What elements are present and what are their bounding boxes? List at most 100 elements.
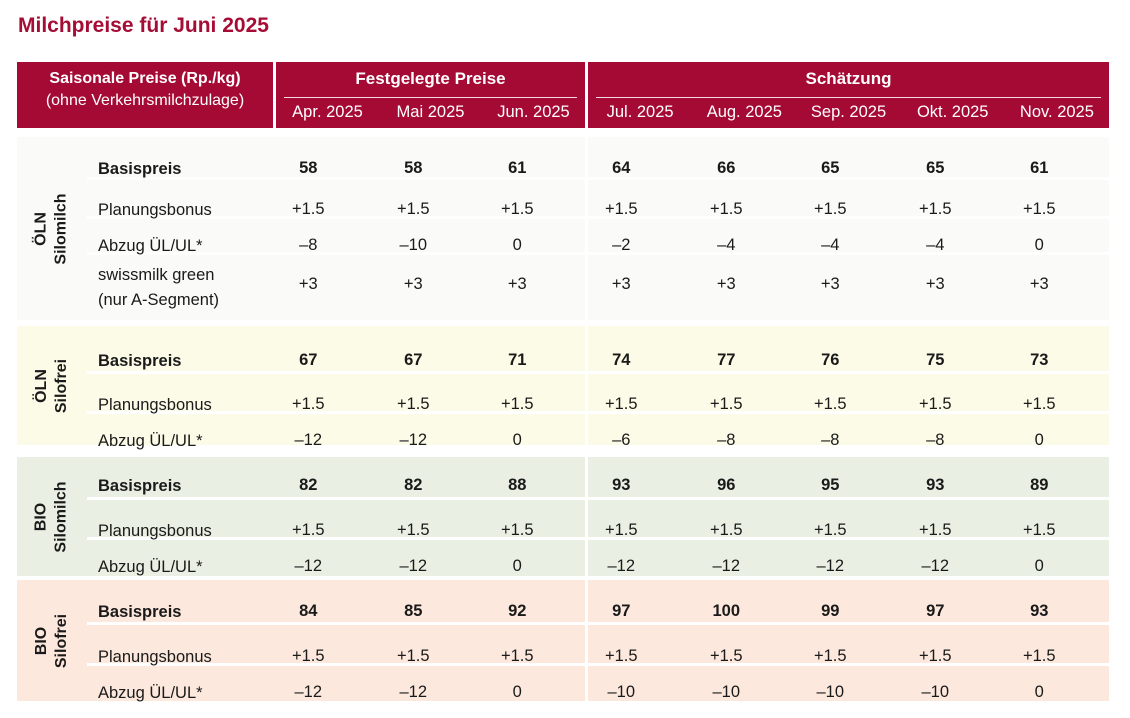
- price-cell: 0: [1034, 683, 1044, 701]
- price-cell: –4: [821, 236, 840, 254]
- price-cell: 0: [1034, 236, 1044, 254]
- price-cell: +1.5: [918, 200, 952, 218]
- price-cell: +3: [925, 275, 945, 293]
- price-cell: 84: [299, 602, 318, 620]
- price-cell: 76: [821, 351, 840, 369]
- row-divider: [87, 411, 1109, 414]
- price-cell: –12: [816, 557, 845, 575]
- row-label: Basispreis: [98, 600, 181, 625]
- row-label: Basispreis: [98, 349, 181, 374]
- price-cell: –6: [612, 431, 631, 449]
- row-label-text: Basispreis: [98, 477, 182, 495]
- table-row: Planungsbonus +1.5 +1.5 +1.5 +1.5 +1.5 +1.5 +1.…: [17, 198, 1109, 223]
- row-label: Planungsbonus: [98, 645, 212, 670]
- row-label-text: Planungsbonus: [98, 522, 212, 540]
- row-label: Abzug ÜL/UL*: [98, 429, 203, 454]
- price-cell: +1.5: [1022, 200, 1056, 218]
- row-label-text: swissmilk green: [98, 266, 215, 284]
- price-cell: 97: [612, 602, 631, 620]
- price-cell: –10: [712, 683, 741, 701]
- row-label: Abzug ÜL/UL*: [98, 555, 203, 580]
- row-label-text: Abzug ÜL/UL*: [98, 558, 203, 576]
- month-header: Jun. 2025: [497, 103, 570, 121]
- price-cell: +1.5: [1022, 521, 1056, 539]
- header-fixed-prices: Festgelegte Preise Apr. 2025 Mai 2025 Ju…: [276, 62, 585, 128]
- row-label-text: Planungsbonus: [98, 396, 212, 414]
- header-estimate: Schätzung Jul. 2025 Aug. 2025 Sep. 2025 …: [588, 62, 1109, 128]
- price-cell: –12: [294, 683, 323, 701]
- price-cell: 96: [717, 476, 736, 494]
- row-divider: [87, 371, 1109, 374]
- row-divider: [87, 216, 1109, 219]
- table-section: ÖLN Silomilch Basispreis 58 58 61 64 66 65 65 61 Pl…: [17, 137, 1109, 320]
- price-cell: +1.5: [396, 521, 430, 539]
- price-cell: +3: [611, 275, 631, 293]
- price-cell: +1.5: [604, 521, 638, 539]
- price-cell: 65: [926, 159, 945, 177]
- price-cell: 93: [612, 476, 631, 494]
- price-cell: +1.5: [709, 200, 743, 218]
- price-cell: –4: [926, 236, 945, 254]
- month-header: Okt. 2025: [916, 103, 989, 121]
- price-cell: –8: [717, 431, 736, 449]
- row-label-text: Basispreis: [98, 352, 182, 370]
- row-label: Abzug ÜL/UL*: [98, 681, 203, 706]
- price-cell: 0: [1034, 431, 1044, 449]
- header-price-type: Saisonale Preise (Rp./kg) (ohne Verkehrs…: [17, 62, 273, 128]
- column-divider: [585, 457, 588, 576]
- column-divider: [585, 137, 588, 320]
- price-cell: 71: [508, 351, 527, 369]
- row-label-text: Abzug ÜL/UL*: [98, 684, 203, 702]
- table-section: BIO Silofrei Basispreis 84 85 92 97 100 99 97 93 Pl…: [17, 580, 1109, 702]
- price-cell: 97: [926, 602, 945, 620]
- row-label-text: Abzug ÜL/UL*: [98, 432, 203, 450]
- header-left-title: Saisonale Preise (Rp./kg): [49, 70, 241, 87]
- price-cell: 82: [299, 476, 318, 494]
- row-label-text: Basispreis: [98, 603, 182, 621]
- row-label-text: Planungsbonus: [98, 201, 212, 219]
- price-cell: 61: [1030, 159, 1049, 177]
- price-cell: –12: [399, 557, 428, 575]
- section-label: ÖLN Silofrei: [17, 326, 87, 445]
- price-cell: +1.5: [918, 647, 952, 665]
- price-cell: 89: [1030, 476, 1049, 494]
- fixed-prices-title: Festgelegte Preise: [355, 69, 506, 88]
- table-row: Planungsbonus +1.5 +1.5 +1.5 +1.5 +1.5 +1.5 +1.…: [17, 645, 1109, 670]
- price-cell: 64: [612, 159, 631, 177]
- price-cell: –12: [294, 431, 323, 449]
- price-cell: 88: [508, 476, 527, 494]
- table-row: Abzug ÜL/UL* –12 –12 0 –6 –8 –8 –8 0: [17, 429, 1109, 454]
- row-divider: [87, 537, 1109, 540]
- price-cell: +1.5: [396, 395, 430, 413]
- price-cell: 100: [712, 602, 741, 620]
- month-header: Nov. 2025: [1019, 103, 1094, 121]
- price-cell: +1.5: [291, 395, 325, 413]
- price-cell: +3: [716, 275, 736, 293]
- table-row: Abzug ÜL/UL* –12 –12 0 –12 –12 –12 –12 0: [17, 555, 1109, 580]
- price-cell: –2: [612, 236, 631, 254]
- price-cell: –12: [607, 557, 636, 575]
- price-cell: 77: [717, 351, 736, 369]
- price-cell: 92: [508, 602, 527, 620]
- month-header: Apr. 2025: [292, 103, 363, 121]
- row-label: Planungsbonus: [98, 198, 212, 223]
- price-cell: +3: [403, 275, 423, 293]
- row-label: Planungsbonus: [98, 519, 212, 544]
- price-cell: –12: [399, 431, 428, 449]
- price-cell: 73: [1030, 351, 1049, 369]
- table-row: Basispreis 58 58 61 64 66 65 65 61: [17, 157, 1109, 182]
- price-cell: +1.5: [813, 200, 847, 218]
- row-label: Basispreis: [98, 474, 181, 499]
- price-cell: +1.5: [500, 200, 534, 218]
- price-cell: +1.5: [500, 521, 534, 539]
- price-cell: 0: [512, 557, 522, 575]
- price-cell: +1.5: [813, 395, 847, 413]
- price-cell: –8: [299, 236, 318, 254]
- row-label-text: Planungsbonus: [98, 648, 212, 666]
- price-cell: 82: [404, 476, 423, 494]
- table-row: Planungsbonus +1.5 +1.5 +1.5 +1.5 +1.5 +1.5 +1.…: [17, 519, 1109, 544]
- price-cell: +1.5: [500, 647, 534, 665]
- price-cell: –8: [926, 431, 945, 449]
- price-cell: 67: [404, 351, 423, 369]
- price-cell: –12: [294, 557, 323, 575]
